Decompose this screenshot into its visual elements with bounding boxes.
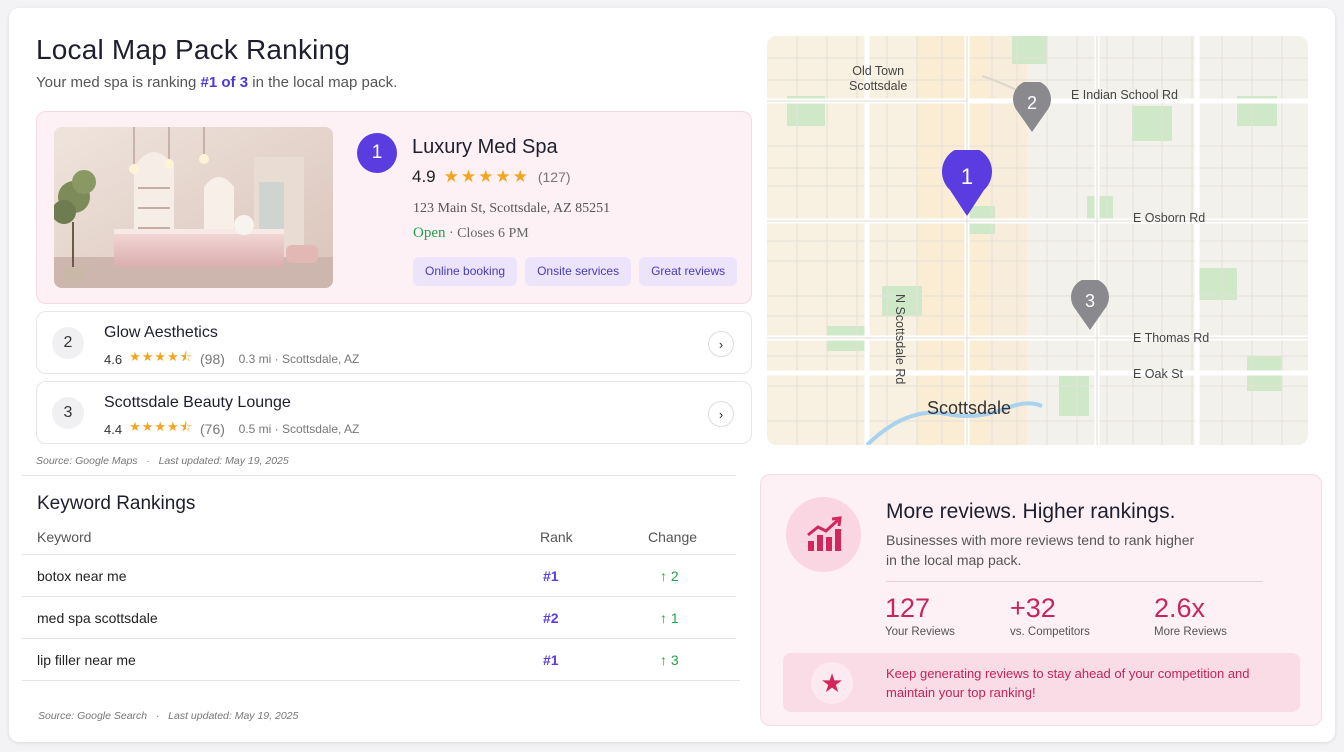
chevron-right-icon[interactable]: › (708, 401, 734, 427)
map-pin-2-icon[interactable]: 2 (1012, 82, 1052, 134)
review-count: (127) (537, 169, 571, 185)
competitor-row[interactable]: 2 Glow Aesthetics 4.6 ★★★★⯪ (98) 0.3 mi … (36, 311, 752, 374)
featured-rating: 4.9 ★★★★★ (127) (412, 167, 571, 187)
reviews-promo-card: More reviews. Higher rankings. Businesse… (760, 474, 1322, 726)
local-map[interactable]: Old Town Scottsdale E Indian School Rd E … (767, 36, 1308, 445)
page-subtitle: Your med spa is ranking #1 of 3 in the l… (36, 74, 398, 91)
rank-cell: #1 (543, 568, 559, 584)
divider (22, 596, 736, 597)
open-status: Open (413, 225, 446, 241)
map-pin-3-icon[interactable]: 3 (1070, 280, 1110, 332)
rank-cell: #2 (543, 610, 559, 626)
promo-title: More reviews. Higher rankings. (886, 500, 1176, 523)
page-title: Local Map Pack Ranking (36, 34, 351, 65)
competitor-row[interactable]: 3 Scottsdale Beauty Lounge 4.4 ★★★★⯪ (76… (36, 381, 752, 444)
divider (886, 581, 1263, 582)
divider (22, 638, 736, 639)
pin-1-label: 1 (961, 164, 973, 189)
change-cell: ↑ 1 (660, 610, 679, 626)
stat-more-reviews: 2.6x More Reviews (1154, 593, 1227, 638)
map-label-scottsdale-rd: N Scottsdale Rd (893, 294, 907, 385)
rank-highlight: #1 of 3 (200, 74, 249, 91)
featured-business-card[interactable]: 1 Luxury Med Spa 4.9 ★★★★★ (127) 123 Mai… (36, 111, 752, 304)
competitor-name: Glow Aesthetics (104, 324, 218, 341)
rank-cell: #1 (543, 652, 559, 668)
column-header-rank: Rank (540, 529, 573, 545)
column-header-keyword: Keyword (37, 529, 92, 545)
rating-value: 4.9 (412, 167, 436, 186)
keyword-cell: botox near me (37, 568, 127, 584)
competitor-meta: 4.6 ★★★★⯪ (98) 0.3 mi · Scottsdale, AZ (104, 348, 359, 370)
star-rating-icon: ★★★★★ (443, 167, 530, 186)
competitor-meta: 4.4 ★★★★⯪ (76) 0.5 mi · Scottsdale, AZ (104, 418, 359, 440)
star-rating-icon: ★★★★⯪ (129, 349, 194, 364)
tag-onsite-services[interactable]: Onsite services (525, 257, 632, 286)
map-pin-1-icon[interactable]: 1 (941, 150, 993, 218)
divider (22, 680, 740, 681)
business-address: 123 Main St, Scottsdale, AZ 85251 (413, 201, 611, 216)
change-cell: ↑ 3 (660, 652, 679, 668)
map-source-note: Source: Google Maps · Last updated: May … (36, 455, 289, 467)
featured-business-name[interactable]: Luxury Med Spa (412, 136, 558, 158)
stat-your-reviews: 127 Your Reviews (885, 593, 955, 638)
keyword-cell: med spa scottsdale (37, 610, 158, 626)
cta-text: Keep generating reviews to stay ahead of… (886, 666, 1250, 700)
rank-badge-3: 3 (52, 397, 84, 429)
chevron-right-icon[interactable]: › (708, 331, 734, 357)
tag-great-reviews[interactable]: Great reviews (639, 257, 738, 286)
map-label-osborn: E Osborn Rd (1133, 211, 1206, 225)
pin-2-label: 2 (1027, 93, 1037, 113)
cta-banner: ★ Keep generating reviews to stay ahead … (783, 653, 1300, 712)
map-label-indian-school: E Indian School Rd (1071, 88, 1179, 102)
star-icon: ★ (811, 662, 853, 704)
business-photo (54, 127, 333, 288)
stat-vs-competitors: +32 vs. Competitors (1010, 593, 1090, 638)
promo-description: Businesses with more reviews tend to ran… (886, 532, 1195, 568)
star-rating-icon: ★★★★⯪ (129, 419, 194, 434)
column-header-change: Change (648, 529, 698, 545)
tag-online-booking[interactable]: Online booking (413, 257, 518, 286)
rank-badge-1: 1 (357, 133, 397, 173)
map-label-oak: E Oak St (1133, 367, 1184, 381)
trending-chart-icon (786, 497, 861, 572)
map-label-city: Scottsdale (927, 398, 1012, 418)
rank-badge-2: 2 (52, 327, 84, 359)
change-cell: ↑ 2 (660, 568, 679, 584)
map-label-thomas: E Thomas Rd (1133, 331, 1210, 345)
pin-3-label: 3 (1085, 291, 1095, 311)
divider (22, 475, 736, 476)
feature-tags: Online booking Onsite services Great rev… (413, 257, 738, 286)
divider (22, 554, 736, 555)
keyword-rankings-title: Keyword Rankings (37, 493, 196, 514)
business-hours: Open · Closes 6 PM (413, 225, 529, 241)
keyword-cell: lip filler near me (37, 652, 136, 668)
competitor-name: Scottsdale Beauty Lounge (104, 394, 291, 411)
map-label-old-town: Old Town Scottsdale (849, 64, 908, 93)
keyword-source-note: Source: Google Search · Last updated: Ma… (38, 710, 299, 722)
